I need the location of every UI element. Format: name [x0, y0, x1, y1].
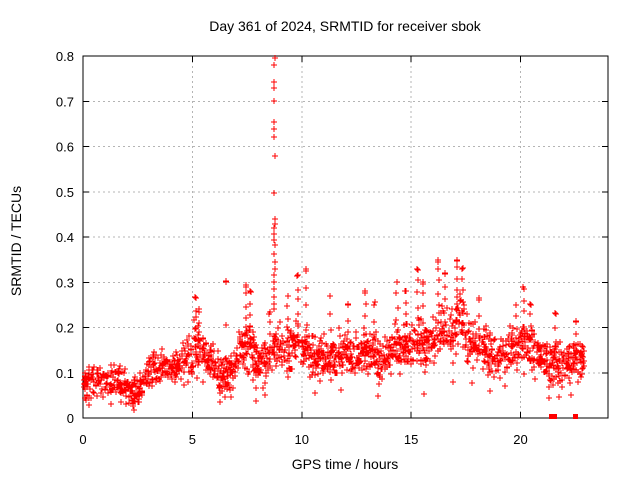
tick-labels: 0 5 10 15 20 0 0.1 0.2 0.3 0.4 0.5 0.6 0.7 0.8 [56, 49, 528, 447]
x-tick-label: 15 [404, 432, 418, 447]
y-axis-label: SRMTID / TECUs [8, 186, 24, 296]
y-tick-label: 0.1 [56, 366, 74, 381]
y-tick-label: 0.4 [56, 230, 74, 245]
x-tick-label: 0 [79, 432, 86, 447]
y-tick-label: 0.7 [56, 94, 74, 109]
x-axis-label: GPS time / hours [292, 456, 399, 472]
x-tick-label: 5 [189, 432, 196, 447]
chart-title: Day 361 of 2024, SRMTID for receiver sbo… [209, 18, 482, 34]
y-tick-label: 0.2 [56, 321, 74, 336]
zero-marker [552, 414, 557, 419]
zero-marker [549, 414, 554, 419]
x-tick-label: 20 [513, 432, 527, 447]
y-tick-label: 0 [67, 411, 74, 426]
plot-border-and-ticks [82, 55, 609, 419]
x-tick-label: 10 [295, 432, 309, 447]
y-tick-label: 0.5 [56, 185, 74, 200]
y-tick-label: 0.8 [56, 49, 74, 64]
zero-marker [573, 414, 578, 419]
y-tick-label: 0.3 [56, 275, 74, 290]
scatter-points [81, 55, 587, 413]
data-points [81, 55, 587, 419]
y-tick-label: 0.6 [56, 140, 74, 155]
